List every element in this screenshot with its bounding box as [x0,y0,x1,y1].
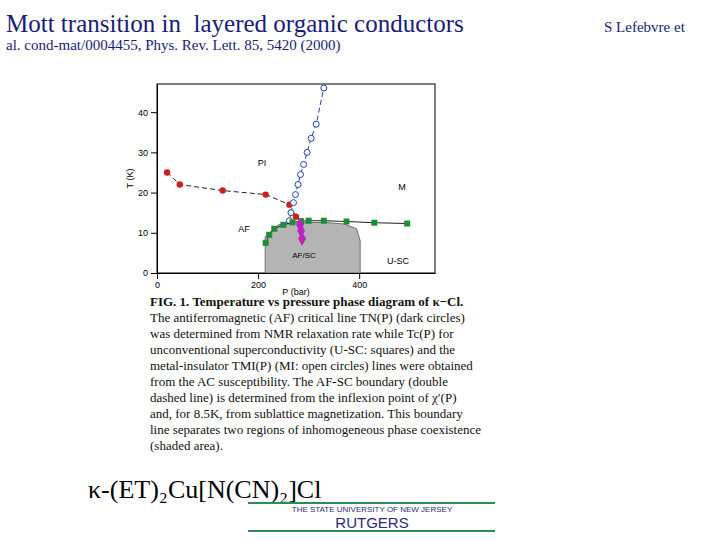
x-tick: 0 [155,273,160,290]
y-axis-line [157,85,158,274]
y-tick-mark [151,273,157,274]
x-tick-mark [157,273,158,279]
series-line [266,221,408,243]
title: Mott transition in layered organic condu… [6,10,464,37]
caption-line: The antiferromagnetic (AF) critical line… [150,310,465,325]
y-tick: 0 [143,268,157,278]
region-label: M [398,182,406,192]
data-point [263,240,269,246]
data-point [164,169,170,175]
data-point [295,182,301,188]
y-axis: 0 10 20 30 40 [138,85,158,279]
data-point [290,200,296,206]
y-tick-label: 0 [143,268,148,278]
x-tick: 200 [251,273,266,290]
region-label: AF/SC [292,251,316,260]
university: THE STATE UNIVERSITY OF NEW JERSEY [292,505,453,514]
y-tick: 30 [138,148,157,158]
caption-line: dashed line) is determined from the infl… [150,390,456,405]
data-point [344,219,350,225]
reference: al. cond-mat/0004455, Phys. Rev. Lett. 8… [6,37,340,54]
caption-line: was determined from NMR relaxation rate … [150,326,454,341]
caption-line: from the AC susceptibility. The AF-SC bo… [150,374,448,389]
y-tick-label: 40 [138,108,148,118]
data-point [321,218,327,224]
data-point [301,161,307,167]
data-point [298,232,306,246]
y-tick-label: 20 [138,188,148,198]
y-tick-mark [151,112,157,113]
y-tick-label: 30 [138,148,148,158]
data-point [313,121,319,127]
data-point [306,218,312,224]
caption-line: line separates two regions of inhomogene… [150,422,481,437]
y-tick-mark [151,193,157,194]
university-name: RUTGERS [335,514,408,531]
data-point [321,85,327,91]
y-tick: 20 [138,188,157,198]
data-point [262,191,268,197]
data-point [292,192,298,198]
x-tick-mark [359,273,360,279]
region-label: U-SC [387,256,409,266]
x-tick: 400 [352,273,367,290]
data-point [308,135,314,141]
x-axis-line [158,273,436,274]
caption-line: metal-insulator TMI(P) (MI: open circles… [150,358,473,373]
series-line [289,88,323,221]
caption-line: unconventional superconductivity (U-SC: … [150,342,455,357]
x-tick-label: 200 [251,280,266,290]
data-point [298,171,304,177]
coexistence-area [265,222,360,273]
caption-line: (shaded area). [150,438,223,453]
region-label: AF [238,224,250,234]
data-point [220,187,226,193]
x-tick-mark [258,273,259,279]
x-tick-label: 400 [352,280,367,290]
y-tick-mark [151,233,157,234]
footer-rule [248,502,495,504]
data-point [304,149,310,155]
y-axis-title: T (K) [125,169,135,189]
data-point [266,232,272,238]
data-point [280,222,286,228]
y-tick-mark [151,152,157,153]
y-tick-label: 10 [138,228,148,238]
x-tick-label: 0 [155,280,160,290]
plot-marks [164,85,410,273]
data-point [271,226,277,232]
y-tick: 40 [138,108,157,118]
plot-frame [157,84,435,273]
data-point [371,220,377,226]
series-line [167,172,296,216]
data-point [177,181,183,187]
caption-line: and, for 8.5K, from sublattice magnetiza… [150,406,463,421]
y-tick: 10 [138,228,157,238]
region-label: PI [258,158,267,168]
data-point [404,221,410,227]
formula: κ-(ET)₂Cu[N(CN)₂]Cl [88,475,321,504]
data-point [288,210,294,216]
slide: Mott transition in layered organic condu… [0,0,720,540]
background [0,0,720,540]
caption-line: FIG. 1. Temperature vs pressure phase di… [150,294,463,309]
author: S Lefebvre et [604,19,686,35]
data-point [289,219,295,225]
